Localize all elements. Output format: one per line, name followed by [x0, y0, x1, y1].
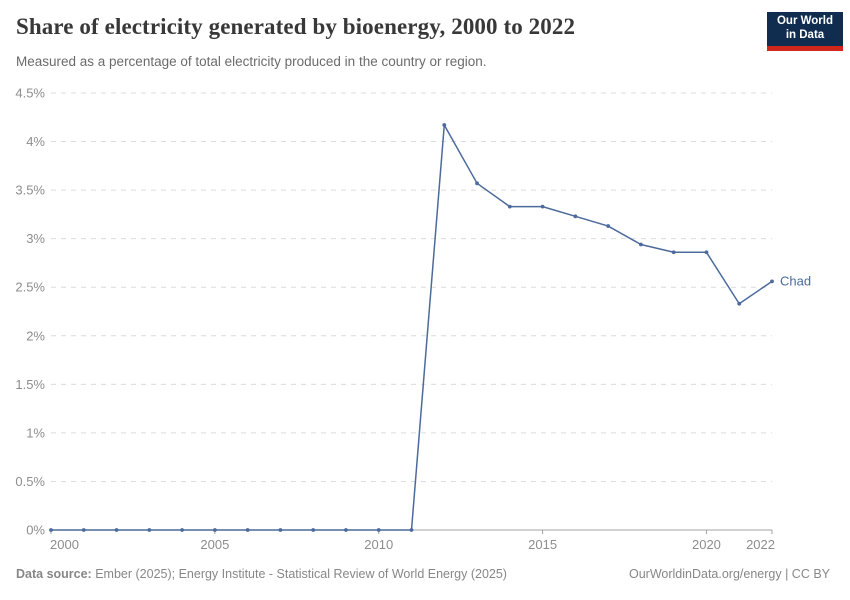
data-point[interactable]: [376, 528, 381, 532]
y-tick-label: 1%: [26, 425, 45, 440]
y-tick-label: 2%: [26, 328, 45, 343]
data-point[interactable]: [442, 123, 447, 127]
data-point[interactable]: [475, 181, 479, 186]
y-tick-label: 3%: [26, 231, 45, 246]
x-tick-label: 2022: [746, 537, 775, 552]
owid-logo-line1: Our World: [776, 15, 833, 28]
data-point[interactable]: [540, 204, 545, 209]
x-tick-label: 2010: [364, 537, 393, 552]
owid-logo-line2: in Data: [785, 29, 825, 41]
data-point[interactable]: [704, 250, 709, 255]
data-source-label: Data source:: [16, 567, 92, 581]
data-point[interactable]: [147, 528, 152, 532]
data-point[interactable]: [639, 242, 643, 247]
data-point[interactable]: [507, 204, 512, 209]
data-point[interactable]: [770, 279, 774, 284]
data-point[interactable]: [245, 528, 250, 532]
x-tick-label: 2020: [692, 537, 721, 552]
data-point[interactable]: [344, 528, 348, 532]
owid-logo[interactable]: Our World in Data: [767, 12, 843, 51]
data-point[interactable]: [311, 528, 316, 532]
y-tick-label: 4.5%: [15, 86, 45, 101]
y-tick-label: 0.5%: [15, 474, 45, 489]
data-point[interactable]: [180, 528, 184, 532]
data-source-note: Data source: Ember (2025); Energy Instit…: [16, 567, 507, 581]
chart-title: Share of electricity generated by bioene…: [16, 14, 576, 39]
data-point[interactable]: [409, 528, 414, 532]
data-point[interactable]: [81, 528, 86, 532]
x-tick-label: 2005: [200, 537, 229, 552]
data-point[interactable]: [671, 250, 676, 255]
data-line[interactable]: [51, 124, 773, 531]
chart-footer: Data source: Ember (2025); Energy Instit…: [16, 567, 830, 581]
data-point[interactable]: [212, 528, 217, 532]
data-point[interactable]: [278, 528, 283, 532]
y-tick-label: 4%: [26, 134, 45, 149]
data-point[interactable]: [49, 528, 53, 532]
y-tick-label: 3.5%: [15, 183, 45, 198]
license-link[interactable]: OurWorldinData.org/energy | CC BY: [628, 567, 830, 581]
x-tick-label: 2015: [528, 537, 557, 552]
data-point[interactable]: [114, 528, 119, 532]
x-tick-label: 2000: [50, 537, 79, 552]
chart-subtitle: Measured as a percentage of total electr…: [16, 54, 487, 69]
y-tick-label: 0%: [26, 523, 45, 538]
data-point[interactable]: [606, 224, 611, 228]
y-tick-label: 2.5%: [15, 280, 45, 295]
data-source-text: Ember (2025); Energy Institute - Statist…: [91, 567, 507, 581]
data-point[interactable]: [737, 301, 742, 306]
entity-label[interactable]: Chad: [780, 273, 811, 288]
y-tick-label: 1.5%: [15, 377, 45, 392]
data-point[interactable]: [573, 214, 578, 219]
